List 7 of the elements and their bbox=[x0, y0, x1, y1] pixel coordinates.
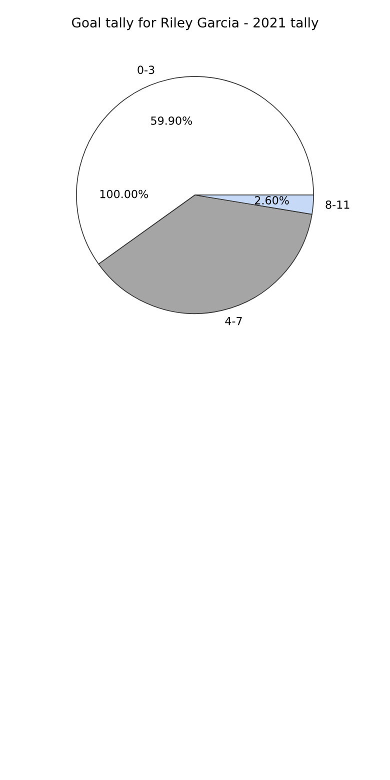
text: 100.00% bbox=[100, 190, 148, 198]
chart-title: Goal tally for Riley Garcia - 2021 tally bbox=[72, 17, 318, 30]
slice-label: 8-11 bbox=[326, 200, 350, 209]
data-label: 59.90% bbox=[151, 116, 192, 125]
slice-label: 0-3 bbox=[138, 66, 154, 74]
slice-label: 4-7 bbox=[225, 316, 242, 326]
data-label: 2.60% bbox=[254, 196, 289, 205]
